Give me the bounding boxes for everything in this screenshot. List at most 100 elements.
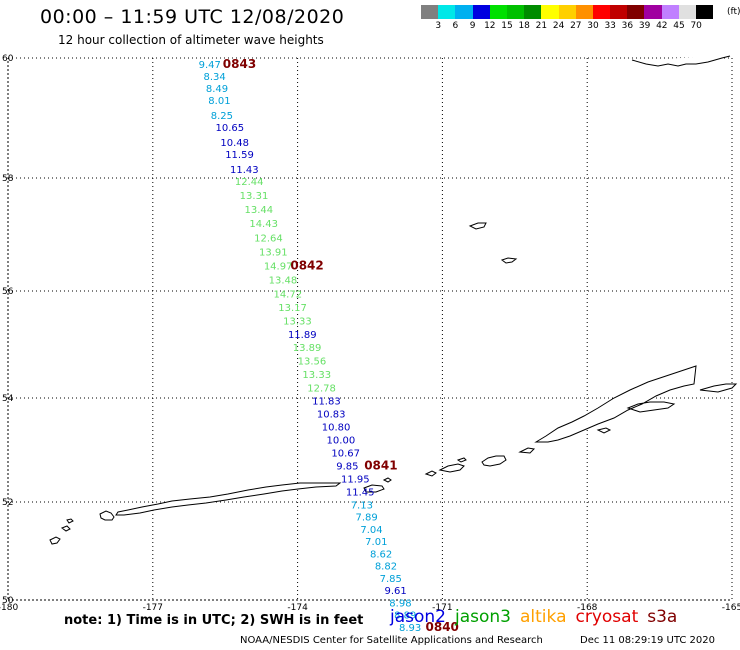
wave-height-reading: 8.93: [399, 623, 421, 634]
longitude-tick-label: -174: [287, 603, 308, 613]
color-scale-swatches: [421, 5, 714, 19]
wave-height-reading: 10.80: [322, 423, 351, 434]
scale-swatch: [524, 5, 542, 19]
scale-label: 33: [604, 21, 616, 31]
wave-height-reading: 8.34: [203, 72, 225, 83]
scale-label: 6: [452, 21, 459, 31]
wave-height-reading: 14.72: [273, 290, 302, 301]
scale-swatch: [489, 5, 507, 19]
wave-height-reading: 7.01: [365, 537, 387, 548]
wave-height-reading: 7.13: [351, 500, 373, 511]
scale-label: 3: [435, 21, 442, 31]
wave-height-reading: 10.83: [317, 410, 346, 421]
wave-height-reading: 8.82: [375, 562, 397, 573]
alaska-peninsula: [534, 365, 738, 443]
scale-swatch: [506, 5, 525, 19]
color-scale-unit: (ft): [727, 7, 740, 17]
wave-height-reading: 10.48: [220, 138, 249, 149]
longitude-tick-label: -168: [577, 603, 598, 613]
scale-swatch: [627, 5, 645, 19]
aleutian-islands-central: [363, 447, 536, 493]
latitude-tick-label: 56: [2, 287, 14, 297]
scale-label: 18: [518, 21, 530, 31]
wave-height-reading: 10.00: [327, 436, 356, 447]
satellite-legend-item: jason2: [390, 607, 446, 627]
satellite-legend-item: jason3: [455, 607, 511, 627]
wave-height-reading: 13.33: [283, 316, 312, 327]
latitude-tick-label: 54: [2, 394, 14, 404]
wave-height-reading: 7.89: [356, 513, 378, 524]
scale-label: 45: [673, 21, 685, 31]
longitude-tick-label: -177: [143, 603, 163, 613]
wave-height-reading: 11.89: [288, 330, 317, 341]
scale-label: 9: [469, 21, 476, 31]
scale-label: 70: [690, 21, 702, 31]
wave-height-reading: 13.48: [269, 276, 298, 287]
scale-label: 36: [621, 21, 634, 31]
satellite-legend-item: s3a: [647, 607, 678, 627]
wave-height-reading: 11.83: [312, 397, 341, 408]
scale-swatch: [472, 5, 490, 19]
wave-height-reading: 9.85: [336, 462, 358, 473]
scale-swatch: [610, 5, 628, 19]
scale-swatch: [678, 5, 696, 19]
wave-height-reading: 11.43: [230, 165, 259, 176]
wave-height-reading: 7.04: [360, 525, 382, 536]
wave-height-reading: 13.31: [240, 191, 269, 202]
wave-height-reading: 11.45: [346, 488, 375, 499]
map-note: note: 1) Time is in UTC; 2) SWH is in fe…: [64, 613, 364, 628]
wave-height-reading: 8.25: [211, 111, 233, 122]
latitude-tick-label: 58: [2, 174, 14, 184]
map-grid: [7, 57, 733, 601]
scale-swatch: [541, 5, 559, 19]
credit-line: NOAA/NESDIS Center for Satellite Applica…: [240, 635, 543, 646]
wave-height-reading: 11.95: [341, 475, 370, 486]
longitude-tick-label: -171: [432, 603, 452, 613]
satellite-legend: jason2 jason3 altika cryosat s3a: [390, 607, 686, 627]
scale-label: 21: [535, 21, 548, 31]
wave-height-reading: 10.67: [331, 449, 360, 460]
wave-height-reading: 12.44: [235, 177, 264, 188]
map-title: 00:00 – 11:59 UTC 12/08/2020: [40, 6, 345, 28]
scale-swatch: [455, 5, 473, 19]
scale-label: 27: [570, 21, 582, 31]
longitude-tick-label: -180: [0, 603, 18, 613]
wave-height-reading: 14.43: [249, 219, 278, 230]
wave-height-reading: 9.61: [384, 586, 406, 597]
wave-height-reading: 10.65: [216, 123, 245, 134]
longitude-tick-label: -165: [722, 603, 740, 613]
scale-label: 24: [552, 21, 565, 31]
wave-height-reading: 8.01: [208, 96, 230, 107]
wave-height-reading: 8.62: [370, 549, 392, 560]
wave-height-reading: 8.89: [394, 611, 416, 622]
pass-time-label: 0840: [426, 620, 459, 634]
axis-labels: 60 58 56 54 52 50-180 -177 -174 -171 -168 -165: [0, 54, 740, 613]
color-scale-labels: 3 6 9 12 15 18 21 24 27 30 33 36 39 42 45 70: [421, 19, 713, 33]
pribilof-islands: [468, 222, 518, 264]
scale-label: 42: [656, 21, 668, 31]
coastlines: [49, 55, 738, 545]
aleutian-islands-west: [49, 482, 342, 545]
wave-height-reading: 13.33: [302, 370, 331, 381]
map-frame: [7, 57, 733, 601]
scale-swatch: [661, 5, 679, 19]
satellite-legend-item: altika: [520, 607, 567, 627]
wave-height-reading: 13.44: [245, 205, 274, 216]
pass-time-label: 0841: [364, 459, 397, 473]
wave-height-reading: 14.97: [264, 262, 293, 273]
scale-swatch: [421, 5, 439, 19]
latitude-tick-label: 60: [2, 54, 14, 64]
wave-height-reading: 7.85: [380, 574, 402, 585]
wave-height-reading: 11.59: [225, 150, 254, 161]
wave-height-reading: 13.91: [259, 247, 288, 258]
wave-height-reading: 8.98: [389, 598, 411, 609]
scale-swatch: [644, 5, 662, 19]
satellite-legend-item: cryosat: [575, 607, 639, 627]
color-scale-legend: 3 6 9 12 15 18 21 24 27 30 33 36 39 42 45 70 (ft): [421, 5, 740, 33]
wave-height-reading: 9.47: [199, 60, 221, 71]
wave-height-reading: 13.56: [298, 357, 327, 368]
scale-swatch: [558, 5, 576, 19]
pass-time-label: 0843: [223, 57, 256, 71]
